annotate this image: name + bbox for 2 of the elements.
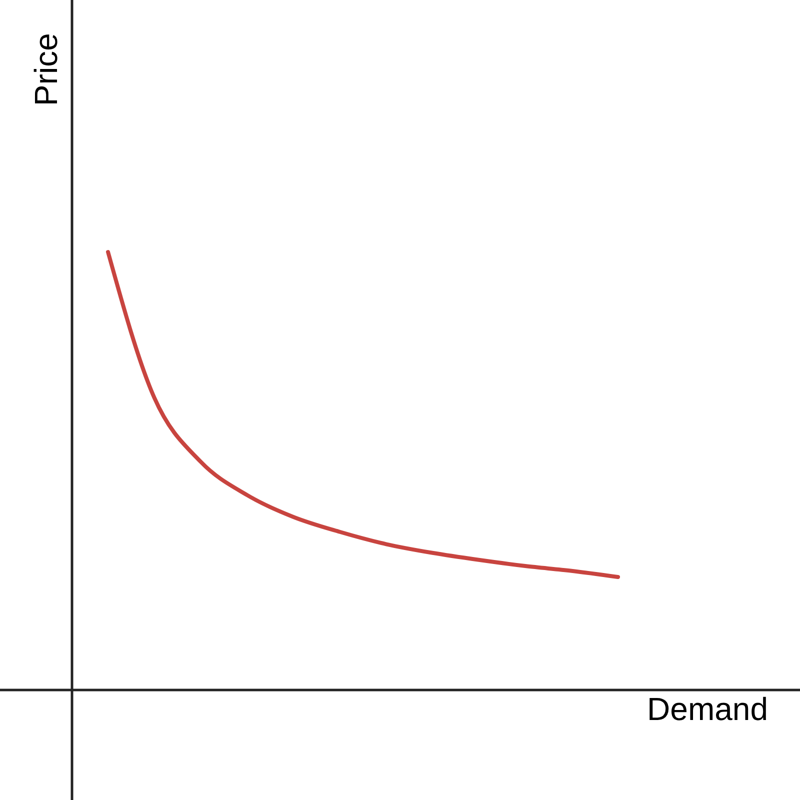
- y-axis-title: Price: [28, 33, 64, 106]
- x-axis-title: Demand: [647, 691, 768, 727]
